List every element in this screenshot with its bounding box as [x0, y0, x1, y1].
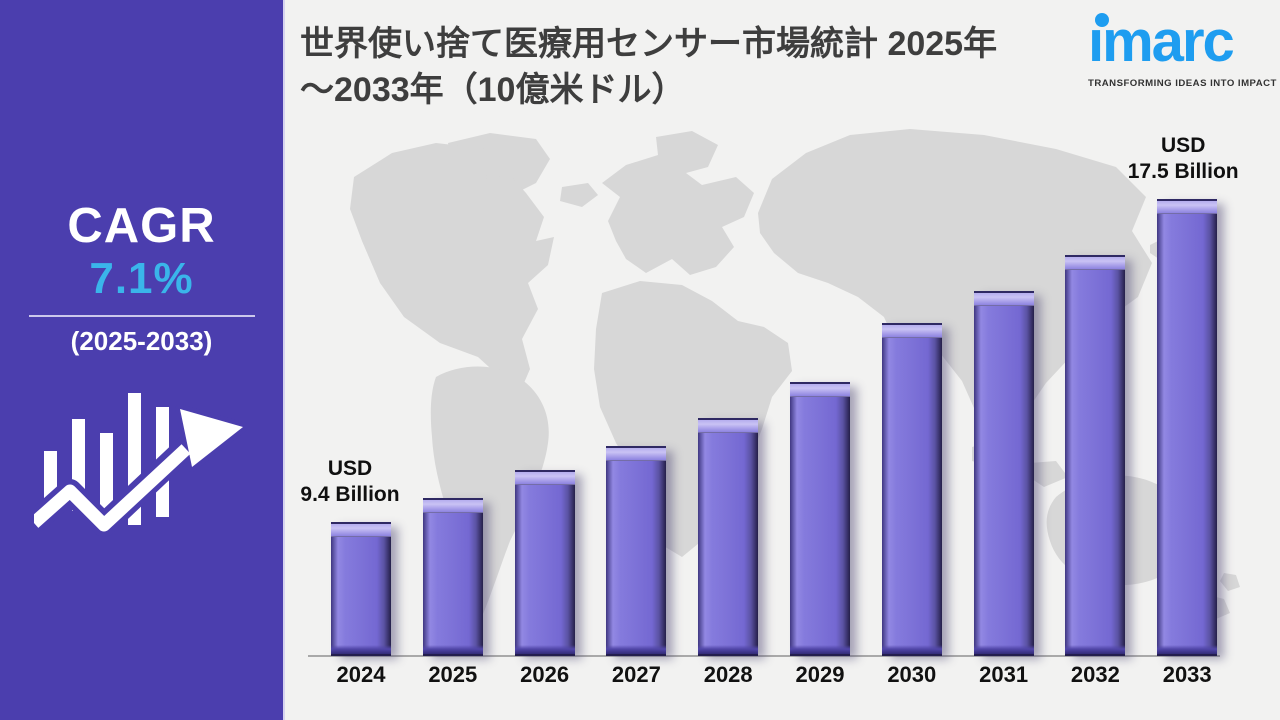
- continent-europe: [602, 131, 754, 275]
- chart-title: 世界使い捨て医療用センサー市場統計 2025年 ～2033年（10億米ドル）: [300, 22, 1090, 113]
- icon-arrow-line: [34, 444, 191, 532]
- x-axis-label: 2027: [611, 662, 661, 687]
- x-axis-label: 2026: [520, 662, 570, 687]
- x-axis-label: 2033: [1162, 662, 1212, 687]
- bar-value-label-currency: USD: [327, 457, 373, 480]
- cagr-period: (2025-2033): [70, 326, 213, 356]
- bar-value-label: USD 17.5 Billion: [1128, 133, 1239, 185]
- chart-title-line1: 世界使い捨て医療用センサー市場統計 2025年: [300, 25, 998, 63]
- islands-new-zealand: [1220, 573, 1240, 591]
- icon-bar: [100, 433, 113, 525]
- bar-value-label-currency: USD: [1161, 134, 1206, 157]
- x-axis-label: 2028: [703, 662, 753, 687]
- logo-wordmark: ımarc: [1088, 9, 1235, 74]
- bar: [1157, 199, 1218, 656]
- bar: [881, 322, 942, 657]
- bar: [790, 382, 850, 656]
- divider: [28, 315, 255, 317]
- logo-dot-icon: [1095, 13, 1109, 27]
- x-axis-label: 2030: [887, 662, 937, 687]
- bar: [973, 290, 1034, 657]
- bar: [422, 498, 483, 656]
- bar-value-label-amount: 9.4 Billion: [300, 483, 400, 506]
- bar-value-label-amount: 17.5 Billion: [1127, 160, 1239, 183]
- logo-tagline: TRANSFORMING IDEAS INTO IMPACT: [1088, 78, 1277, 89]
- x-axis-label: 2025: [428, 662, 478, 687]
- bar: [1065, 254, 1126, 657]
- bar: [698, 418, 759, 656]
- continent-north-america: [350, 143, 554, 397]
- bar: [331, 522, 391, 656]
- x-axis-label: 2031: [979, 662, 1029, 687]
- bar: [606, 446, 667, 656]
- bar-value-label: USD 9.4 Billion: [300, 456, 399, 508]
- sidebar: CAGR 7.1% (2025-2033): [0, 0, 285, 720]
- chart-title-line2: ～2033年（10億米ドル）: [300, 70, 686, 109]
- islands-southeast-asia: [1026, 461, 1068, 487]
- x-axis-label: 2029: [795, 662, 845, 687]
- imarc-logo: ımarc TRANSFORMING IDEAS INTO IMPACT: [1088, 6, 1277, 89]
- bar: [514, 470, 575, 656]
- x-axis-label: 2024: [336, 662, 386, 687]
- icon-arrowhead: [180, 409, 243, 467]
- cagr-label: CAGR: [67, 199, 216, 253]
- x-axis-label: 2032: [1070, 662, 1120, 687]
- continent-south-america: [430, 366, 549, 621]
- growth-chart-icon: [34, 393, 248, 537]
- x-axis-line: [308, 655, 1220, 657]
- island-iceland: [560, 183, 598, 207]
- continent-asia: [758, 129, 1152, 437]
- cagr-value: 7.1%: [89, 254, 194, 303]
